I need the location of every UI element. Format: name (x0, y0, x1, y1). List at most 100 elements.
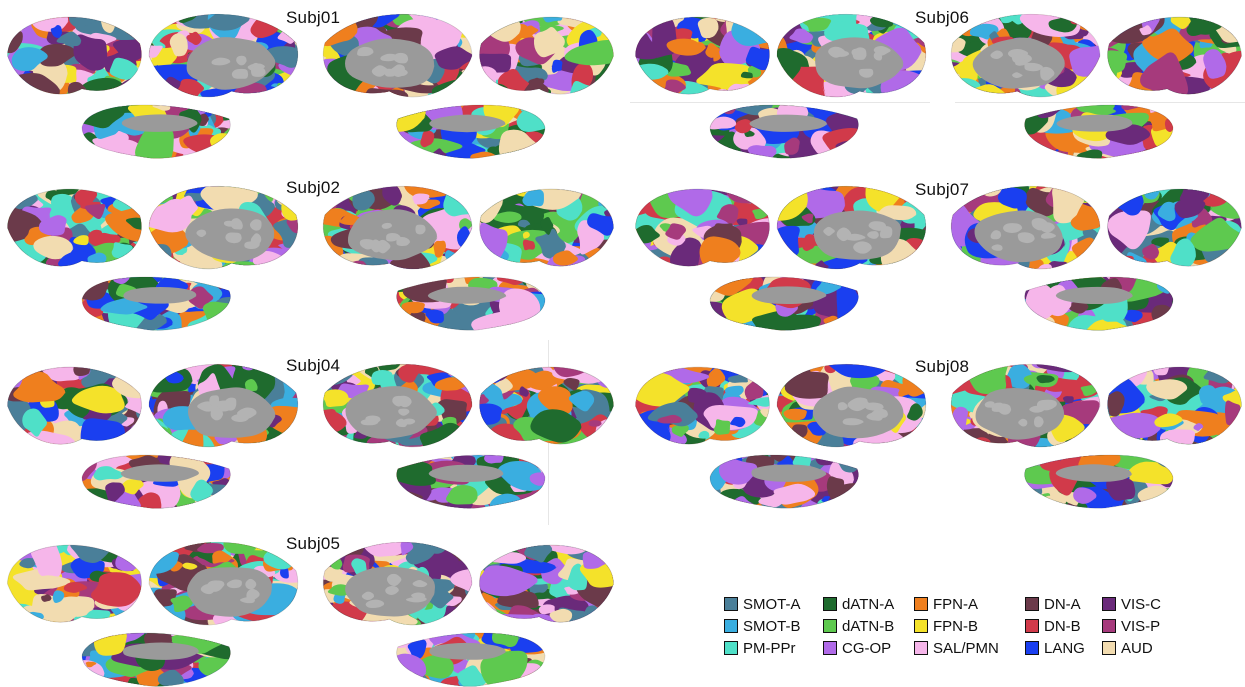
legend-label: VIS-C (1121, 595, 1162, 613)
legend-label: LANG (1044, 639, 1085, 657)
legend-item: CG-OP (823, 638, 891, 658)
legend-swatch (823, 641, 837, 655)
subject-label: Subj06 (915, 8, 970, 27)
right-medial-surface (322, 541, 473, 626)
legend-item: VIS-C (1102, 594, 1161, 614)
right-medial-surface (322, 363, 473, 448)
right-ventral-surface (1024, 104, 1174, 159)
right-lateral-surface (479, 366, 614, 445)
right-ventral-surface (1024, 276, 1174, 331)
subject-label: Subj01 (286, 8, 341, 27)
left-medial-surface (148, 541, 299, 626)
right-lateral-surface (479, 544, 614, 623)
subject-panel-subj04: Subj04 (0, 348, 620, 518)
subject-panel-subj05: Subj05 (0, 526, 620, 687)
legend-item: dATN-B (823, 616, 894, 636)
legend-label: CG-OP (842, 639, 892, 657)
legend-item: dATN-A (823, 594, 894, 614)
left-ventral-surface (81, 632, 231, 687)
right-medial-surface (950, 185, 1101, 270)
left-lateral-surface (7, 544, 142, 623)
subject-label: Subj05 (286, 534, 341, 553)
legend-item: FPN-A (914, 594, 978, 614)
left-lateral-surface (7, 366, 142, 445)
legend-item: SMOT-A (724, 594, 801, 614)
separator-line (630, 102, 930, 103)
left-lateral-surface (635, 188, 770, 267)
legend-item: AUD (1102, 638, 1153, 658)
legend-label: dATN-A (842, 595, 895, 613)
subject-label: Subj02 (286, 178, 341, 197)
legend-label: DN-B (1044, 617, 1081, 635)
legend-swatch (1025, 619, 1039, 633)
legend-swatch (1102, 597, 1116, 611)
legend-item: LANG (1025, 638, 1085, 658)
legend-item: VIS-P (1102, 616, 1160, 636)
legend-item: DN-B (1025, 616, 1081, 636)
legend-swatch (1102, 641, 1116, 655)
legend-swatch (823, 619, 837, 633)
right-lateral-surface (1107, 188, 1242, 267)
network-legend: SMOT-A SMOT-B PM-PPr dATN-A dATN-B CG-OP… (724, 594, 1194, 660)
subject-panel-subj08: Subj08 (625, 348, 1245, 518)
left-lateral-surface (635, 16, 770, 95)
left-medial-surface (148, 363, 299, 448)
left-ventral-surface (81, 454, 231, 509)
legend-item: DN-A (1025, 594, 1081, 614)
legend-label: SMOT-B (743, 617, 801, 635)
legend-swatch (914, 619, 928, 633)
left-ventral-surface (709, 454, 859, 509)
legend-label: VIS-P (1121, 617, 1161, 635)
left-ventral-surface (709, 276, 859, 331)
right-lateral-surface (1107, 16, 1242, 95)
right-medial-surface (322, 13, 473, 98)
left-lateral-surface (7, 188, 142, 267)
legend-label: AUD (1121, 639, 1153, 657)
legend-label: PM-PPr (743, 639, 796, 657)
left-ventral-surface (81, 104, 231, 159)
legend-label: DN-A (1044, 595, 1081, 613)
right-lateral-surface (479, 188, 614, 267)
right-medial-surface (950, 363, 1101, 448)
left-medial-surface (776, 363, 927, 448)
legend-swatch (823, 597, 837, 611)
subject-panel-subj01: Subj01 (0, 0, 620, 170)
left-medial-surface (148, 185, 299, 270)
right-medial-surface (322, 185, 473, 270)
legend-swatch (914, 641, 928, 655)
legend-label: dATN-B (842, 617, 895, 635)
subject-label: Subj08 (915, 357, 970, 376)
right-medial-surface (950, 13, 1101, 98)
left-ventral-surface (709, 104, 859, 159)
legend-swatch (1102, 619, 1116, 633)
left-medial-surface (776, 185, 927, 270)
legend-swatch (724, 597, 738, 611)
left-lateral-surface (7, 16, 142, 95)
left-medial-surface (148, 13, 299, 98)
legend-swatch (724, 619, 738, 633)
left-lateral-surface (635, 366, 770, 445)
right-ventral-surface (396, 104, 546, 159)
legend-swatch (1025, 641, 1039, 655)
legend-label: SAL/PMN (933, 639, 999, 657)
right-ventral-surface (1024, 454, 1174, 509)
left-ventral-surface (81, 276, 231, 331)
legend-label: SMOT-A (743, 595, 801, 613)
legend-label: FPN-B (933, 617, 978, 635)
legend-swatch (1025, 597, 1039, 611)
legend-swatch (914, 597, 928, 611)
legend-item: SAL/PMN (914, 638, 999, 658)
subject-label: Subj07 (915, 180, 970, 199)
subject-panel-subj06: Subj06 (625, 0, 1245, 170)
right-ventral-surface (396, 276, 546, 331)
legend-item: PM-PPr (724, 638, 796, 658)
right-ventral-surface (396, 632, 546, 687)
subject-panel-subj02: Subj02 (0, 170, 620, 340)
legend-item: SMOT-B (724, 616, 801, 636)
separator-line (955, 102, 1245, 103)
subject-label: Subj04 (286, 356, 341, 375)
right-lateral-surface (1107, 366, 1242, 445)
legend-swatch (724, 641, 738, 655)
legend-item: FPN-B (914, 616, 978, 636)
right-ventral-surface (396, 454, 546, 509)
